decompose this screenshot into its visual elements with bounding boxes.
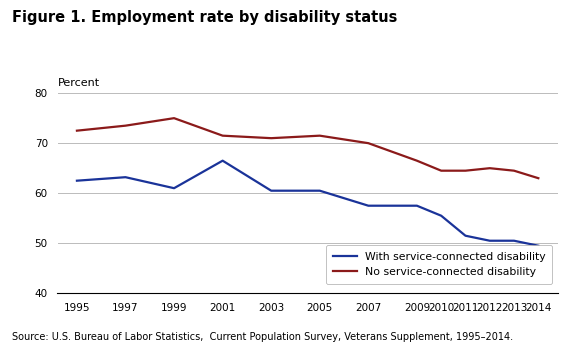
- With service-connected disability: [171, 186, 178, 190]
- Text: Figure 1. Employment rate by disability status: Figure 1. Employment rate by disability …: [12, 10, 397, 25]
- Line: With service-connected disability: With service-connected disability: [77, 161, 538, 246]
- With service-connected disability: [74, 179, 81, 183]
- With service-connected disability: [462, 234, 469, 238]
- Legend: With service-connected disability, No service-connected disability: With service-connected disability, No se…: [326, 245, 553, 284]
- With service-connected disability: [535, 244, 542, 248]
- With service-connected disability: [413, 204, 420, 208]
- No service-connected disability: [74, 129, 81, 133]
- No service-connected disability: [438, 169, 444, 173]
- With service-connected disability: [365, 204, 372, 208]
- No service-connected disability: [316, 134, 323, 138]
- No service-connected disability: [535, 176, 542, 180]
- Text: Percent: Percent: [58, 78, 99, 88]
- No service-connected disability: [486, 166, 493, 170]
- With service-connected disability: [511, 239, 518, 243]
- With service-connected disability: [438, 214, 444, 218]
- With service-connected disability: [268, 189, 275, 193]
- No service-connected disability: [413, 159, 420, 163]
- Line: No service-connected disability: No service-connected disability: [77, 118, 538, 178]
- With service-connected disability: [219, 159, 226, 163]
- No service-connected disability: [268, 136, 275, 140]
- No service-connected disability: [462, 169, 469, 173]
- With service-connected disability: [316, 189, 323, 193]
- With service-connected disability: [122, 175, 129, 179]
- No service-connected disability: [171, 116, 178, 120]
- No service-connected disability: [122, 124, 129, 128]
- No service-connected disability: [365, 141, 372, 145]
- Text: Source: U.S. Bureau of Labor Statistics,  Current Population Survey, Veterans Su: Source: U.S. Bureau of Labor Statistics,…: [12, 332, 513, 342]
- No service-connected disability: [511, 169, 518, 173]
- No service-connected disability: [219, 134, 226, 138]
- With service-connected disability: [486, 239, 493, 243]
